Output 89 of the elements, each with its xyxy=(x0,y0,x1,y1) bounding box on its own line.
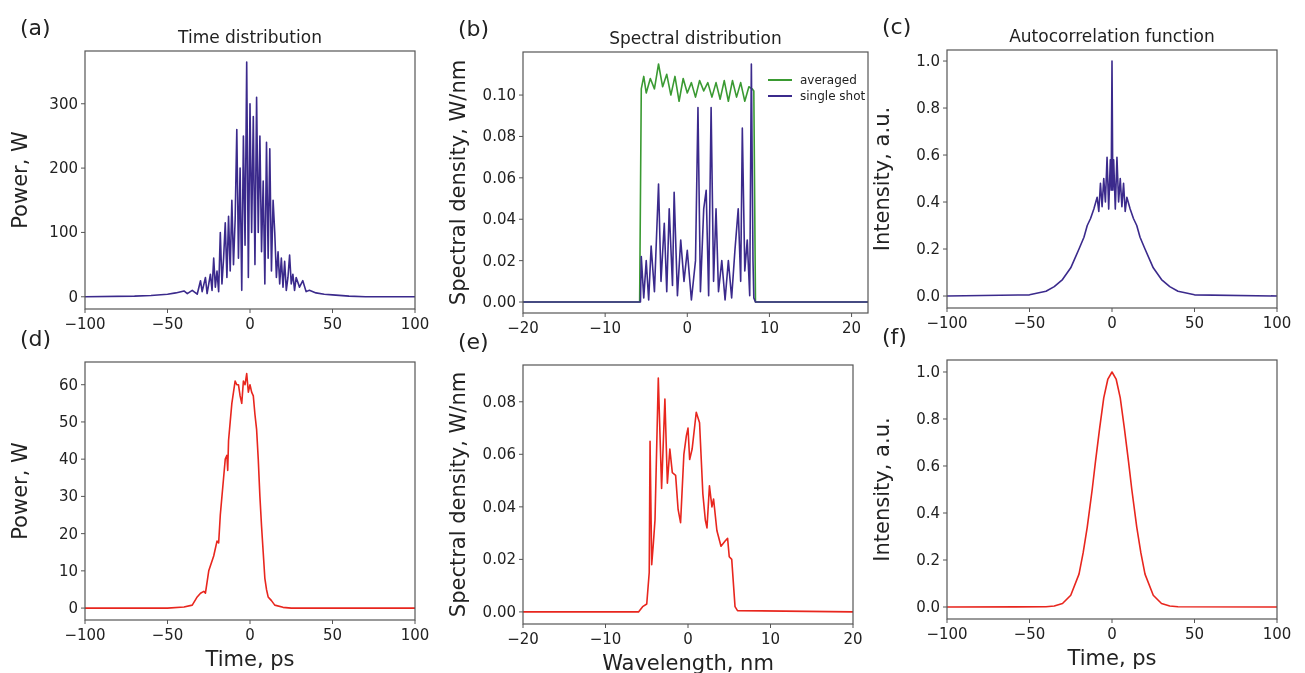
y-tick-label: 0 xyxy=(68,287,78,306)
y-axis-title: Power, W xyxy=(8,130,32,229)
line-series xyxy=(523,377,853,613)
y-tick-label: 0 xyxy=(68,599,78,618)
y-tick-label: 0.6 xyxy=(916,457,940,475)
text: (b) xyxy=(458,16,490,41)
y-tick-label: 0.10 xyxy=(482,86,516,105)
y-tick-label: 200 xyxy=(49,159,78,178)
x-tick-label: 10 xyxy=(759,319,779,337)
x-tick-label: −50 xyxy=(1013,625,1046,643)
text: (e) xyxy=(458,329,489,354)
x-axis-title: Time, ps xyxy=(204,647,295,671)
y-tick-label: 0.8 xyxy=(916,99,940,118)
y-tick-label: 100 xyxy=(49,223,78,242)
y-tick-label: 0.0 xyxy=(916,287,940,306)
y-tick-label: 0.02 xyxy=(482,550,516,569)
y-tick-label: 0.2 xyxy=(916,240,940,259)
x-tick-label: 10 xyxy=(760,630,781,648)
y-tick-label: 40 xyxy=(58,450,78,469)
y-tick-label: 0.02 xyxy=(482,251,516,270)
x-tick-label: 20 xyxy=(843,630,863,648)
y-tick-label: 60 xyxy=(58,375,78,394)
y-tick-label: 0.00 xyxy=(482,602,516,621)
text: (d) xyxy=(20,326,52,351)
x-axis-title: Time, ps xyxy=(1066,646,1157,670)
chart-title: Autocorrelation function xyxy=(1009,26,1215,46)
y-tick-label: 0.04 xyxy=(482,210,516,229)
x-tick-label: 0 xyxy=(1107,625,1117,643)
y-axis-title: Intensity, a.u. xyxy=(870,106,894,252)
x-tick-label: 50 xyxy=(322,626,343,644)
line-series xyxy=(85,372,415,609)
x-tick-label: −50 xyxy=(151,315,184,333)
x-tick-label: −10 xyxy=(589,319,621,337)
x-tick-label: 0 xyxy=(683,630,693,648)
text: (a) xyxy=(20,15,51,40)
line-series xyxy=(947,60,1277,297)
y-tick-label: 10 xyxy=(58,561,78,580)
y-tick-label: 1.0 xyxy=(916,362,940,381)
x-tick-label: 100 xyxy=(1262,314,1292,332)
x-tick-label: 100 xyxy=(1262,625,1292,643)
line-series xyxy=(523,63,868,303)
y-axis-title: Intensity, a.u. xyxy=(870,417,894,562)
x-tick-label: −100 xyxy=(926,625,968,643)
x-tick-label: −100 xyxy=(64,626,106,644)
x-tick-label: −20 xyxy=(507,630,539,648)
x-tick-label: 0 xyxy=(245,626,255,644)
y-tick-label: 30 xyxy=(58,487,78,506)
x-tick-label: 20 xyxy=(842,319,862,337)
x-tick-label: 0 xyxy=(245,315,255,333)
x-tick-label: 0 xyxy=(682,319,693,337)
line-series xyxy=(85,61,415,298)
x-tick-label: 50 xyxy=(1184,314,1205,332)
y-tick-label: 0.6 xyxy=(916,146,940,165)
y-tick-label: 0.08 xyxy=(482,127,516,146)
text: (c) xyxy=(882,14,912,39)
y-tick-label: 50 xyxy=(58,412,78,431)
y-axis-title: Spectral density, W/nm xyxy=(446,371,470,618)
y-tick-label: 1.0 xyxy=(916,52,940,71)
x-tick-label: 100 xyxy=(400,315,430,333)
y-tick-label: 20 xyxy=(58,524,78,543)
legend-label: averaged xyxy=(800,73,857,87)
x-tick-label: 50 xyxy=(1184,625,1205,643)
x-tick-label: −100 xyxy=(64,315,106,333)
y-tick-label: 0.00 xyxy=(482,293,516,312)
y-tick-label: 0.04 xyxy=(482,497,516,516)
x-tick-label: 50 xyxy=(322,315,343,333)
text: (f) xyxy=(882,324,907,349)
chart-title: Time distribution xyxy=(177,27,322,47)
y-axis-title: Spectral density, W/nm xyxy=(446,59,470,306)
chart-title: Spectral distribution xyxy=(609,28,782,48)
y-tick-label: 0.8 xyxy=(916,409,940,428)
x-tick-label: −50 xyxy=(1013,314,1046,332)
y-tick-label: 0.06 xyxy=(482,168,516,187)
x-tick-label: −100 xyxy=(926,314,968,332)
x-tick-label: −50 xyxy=(151,626,184,644)
y-tick-label: 0.08 xyxy=(482,392,516,411)
y-tick-label: 0.0 xyxy=(916,598,940,617)
x-tick-label: 0 xyxy=(1107,314,1117,332)
y-tick-label: 0.4 xyxy=(916,504,940,522)
y-tick-label: 0.4 xyxy=(916,193,940,212)
y-tick-label: 300 xyxy=(49,94,78,113)
x-tick-label: −20 xyxy=(507,319,539,337)
y-axis-title: Power, W xyxy=(8,441,32,540)
x-tick-label: −10 xyxy=(589,630,622,648)
y-tick-label: 0.06 xyxy=(482,445,516,464)
x-tick-label: 100 xyxy=(400,626,430,644)
line-series xyxy=(947,371,1277,608)
y-tick-label: 0.2 xyxy=(916,551,940,570)
legend-label: single shot xyxy=(800,89,866,103)
